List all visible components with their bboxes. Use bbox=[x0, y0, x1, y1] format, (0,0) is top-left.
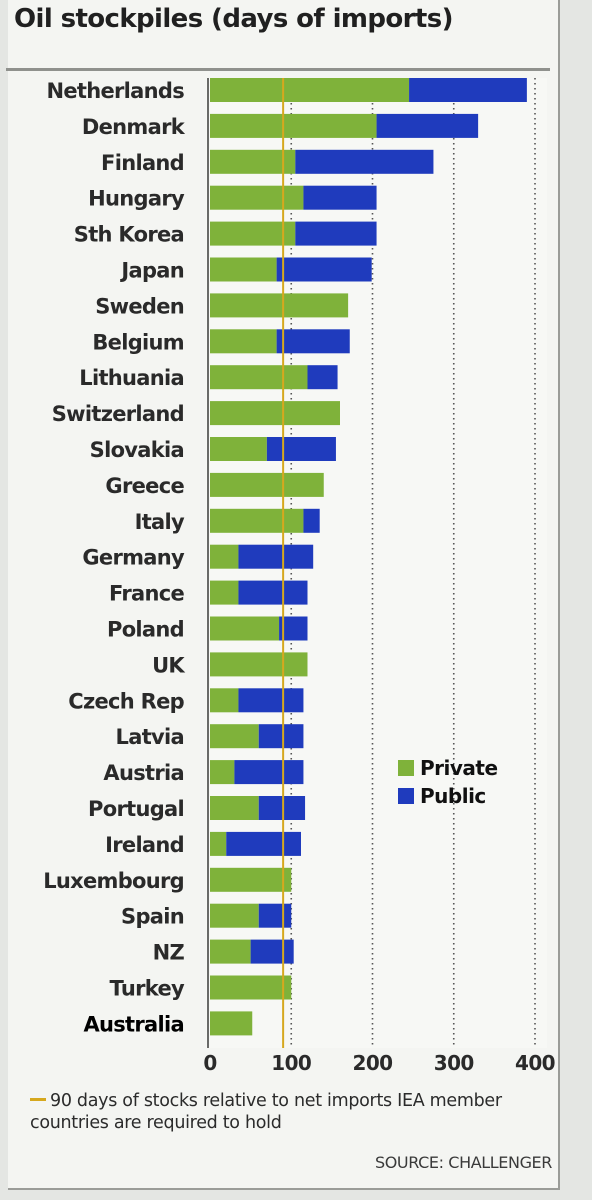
category-label-luxembourg: Luxembourg bbox=[43, 869, 184, 893]
category-label-france: France bbox=[109, 582, 184, 606]
bar-public-denmark bbox=[376, 113, 479, 138]
bar-public-netherlands bbox=[409, 78, 527, 102]
category-label-portugal: Portugal bbox=[88, 797, 184, 821]
x-tick-label-300: 300 bbox=[434, 1051, 474, 1075]
category-label-greece: Greece bbox=[105, 474, 184, 498]
category-label-uk: UK bbox=[152, 653, 185, 677]
category-label-japan: Japan bbox=[119, 259, 184, 283]
bar-public-belgium bbox=[276, 329, 350, 354]
bar-public-finland bbox=[295, 149, 434, 174]
category-label-turkey: Turkey bbox=[110, 977, 185, 1001]
bar-public-ireland bbox=[226, 831, 301, 856]
x-tick-label-200: 200 bbox=[353, 1051, 393, 1075]
category-label-finland: Finland bbox=[101, 151, 184, 175]
category-label-nz: NZ bbox=[153, 941, 185, 965]
bar-private-nz bbox=[210, 939, 251, 964]
category-label-switzerland: Switzerland bbox=[52, 402, 184, 426]
bar-private-slovakia bbox=[210, 437, 267, 461]
category-label-spain: Spain bbox=[121, 905, 184, 929]
bar-public-japan bbox=[276, 257, 372, 282]
bar-public-slovakia bbox=[266, 437, 336, 461]
category-label-austria: Austria bbox=[103, 761, 184, 785]
bar-public-lithuania bbox=[307, 365, 338, 390]
bar-public-sth-korea bbox=[295, 221, 377, 246]
bar-private-spain bbox=[210, 903, 259, 928]
bar-public-latvia bbox=[258, 724, 304, 749]
bar-private-hungary bbox=[210, 185, 304, 210]
bar-private-france bbox=[210, 580, 239, 605]
x-tick-label-400: 400 bbox=[515, 1051, 555, 1075]
bar-private-ireland bbox=[210, 831, 227, 856]
reference-line-note: 90 days of stocks relative to net import… bbox=[30, 1090, 550, 1134]
category-label-latvia: Latvia bbox=[116, 725, 184, 749]
category-label-germany: Germany bbox=[82, 546, 185, 570]
category-label-italy: Italy bbox=[135, 510, 185, 534]
category-label-czech-rep: Czech Rep bbox=[68, 689, 184, 713]
category-label-poland: Poland bbox=[107, 618, 184, 642]
bar-private-finland bbox=[210, 149, 296, 174]
bar-public-germany bbox=[238, 544, 314, 569]
bar-private-poland bbox=[210, 616, 280, 641]
bar-private-australia bbox=[210, 1011, 253, 1036]
bar-private-latvia bbox=[210, 724, 259, 749]
bar-public-spain bbox=[258, 903, 292, 928]
bar-private-netherlands bbox=[210, 78, 410, 102]
bar-public-hungary bbox=[303, 185, 377, 210]
bar-private-belgium bbox=[210, 329, 277, 354]
category-label-netherlands: Netherlands bbox=[46, 79, 184, 103]
category-label-sweden: Sweden bbox=[95, 294, 184, 318]
reference-line-note-text: 90 days of stocks relative to net import… bbox=[30, 1091, 502, 1133]
bar-public-nz bbox=[250, 939, 294, 964]
bar-private-switzerland bbox=[210, 401, 340, 426]
category-label-australia: Australia bbox=[83, 1012, 184, 1036]
legend-label-public: Public bbox=[420, 784, 486, 808]
bar-private-italy bbox=[210, 508, 304, 533]
x-tick-label-100: 100 bbox=[271, 1051, 311, 1075]
category-label-denmark: Denmark bbox=[82, 115, 186, 139]
legend-swatch-public bbox=[398, 788, 414, 804]
bar-public-portugal bbox=[258, 796, 306, 820]
bar-private-austria bbox=[210, 760, 235, 785]
bar-private-lithuania bbox=[210, 365, 308, 390]
bar-private-uk bbox=[210, 652, 308, 677]
bar-private-sweden bbox=[210, 293, 349, 318]
bar-public-italy bbox=[303, 508, 320, 533]
bar-private-luxembourg bbox=[210, 867, 292, 892]
x-tick-label-0: 0 bbox=[203, 1051, 216, 1075]
category-label-ireland: Ireland bbox=[105, 833, 184, 857]
legend-swatch-private bbox=[398, 760, 414, 776]
bar-private-germany bbox=[210, 544, 239, 569]
bar-private-sth-korea bbox=[210, 221, 296, 246]
bar-private-portugal bbox=[210, 796, 259, 820]
chart-title: Oil stockpiles (days of imports) bbox=[14, 4, 453, 34]
category-label-lithuania: Lithuania bbox=[79, 366, 184, 390]
chart-source: SOURCE: CHALLENGER bbox=[374, 1153, 552, 1172]
legend-label-private: Private bbox=[420, 756, 498, 780]
bar-private-denmark bbox=[210, 113, 377, 138]
bar-private-turkey bbox=[210, 975, 292, 1000]
title-divider bbox=[6, 68, 550, 71]
bar-public-austria bbox=[234, 760, 304, 785]
reference-line-swatch bbox=[30, 1098, 46, 1101]
bar-public-czech-rep bbox=[238, 688, 304, 713]
category-label-sth-korea: Sth Korea bbox=[74, 223, 184, 247]
bar-private-greece bbox=[210, 472, 324, 497]
bar-private-czech-rep bbox=[210, 688, 239, 713]
bar-public-france bbox=[238, 580, 308, 605]
bar-private-japan bbox=[210, 257, 277, 282]
category-label-hungary: Hungary bbox=[88, 187, 185, 211]
category-label-belgium: Belgium bbox=[92, 330, 184, 354]
category-label-slovakia: Slovakia bbox=[90, 438, 184, 462]
